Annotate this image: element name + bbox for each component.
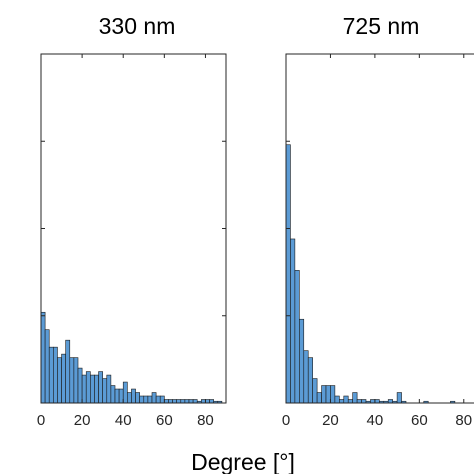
histogram-bar bbox=[143, 395, 149, 404]
histogram-bar bbox=[127, 392, 132, 404]
histogram-bar bbox=[396, 392, 402, 404]
histogram-panel-725nm: 725 nm 0 20 40 60 80 bbox=[282, 13, 474, 429]
histogram-bar bbox=[168, 399, 173, 404]
ticks-330nm: 0 20 40 60 80 bbox=[37, 54, 226, 429]
panel-title-330nm: 330 nm bbox=[99, 13, 176, 39]
x-tick-label: 20 bbox=[74, 412, 91, 429]
x-tick-label: 40 bbox=[115, 412, 132, 429]
histogram-bar bbox=[53, 346, 58, 404]
x-tick-label: 20 bbox=[322, 412, 339, 429]
histogram-bar bbox=[85, 371, 91, 404]
histogram-bar bbox=[139, 395, 145, 404]
histogram-bar bbox=[151, 392, 157, 404]
x-tick-label: 40 bbox=[367, 412, 384, 429]
histogram-bar bbox=[118, 388, 124, 404]
histogram-bar bbox=[176, 399, 182, 404]
histogram-bar bbox=[343, 395, 349, 404]
histogram-bar bbox=[159, 395, 165, 404]
histogram-bar bbox=[316, 392, 322, 404]
panel-title-725nm: 725 nm bbox=[343, 13, 420, 39]
x-tick-label: 0 bbox=[37, 412, 45, 429]
histogram-bar bbox=[77, 367, 83, 404]
x-axis-label: Degree [°] bbox=[191, 449, 295, 474]
histogram-bar bbox=[102, 378, 108, 404]
histogram-bar bbox=[209, 399, 214, 404]
histogram-bar bbox=[81, 374, 87, 404]
x-tick-label: 60 bbox=[411, 412, 428, 429]
histogram-bar bbox=[172, 399, 177, 404]
histogram-bar bbox=[44, 329, 50, 404]
histogram-bar bbox=[98, 371, 103, 404]
histogram-bar bbox=[40, 311, 46, 404]
histogram-bar bbox=[48, 346, 54, 404]
histogram-bar bbox=[312, 378, 318, 404]
histogram-bar bbox=[61, 353, 66, 404]
histogram-bar bbox=[356, 399, 362, 404]
histogram-bar bbox=[361, 399, 367, 404]
histogram-bar bbox=[352, 392, 358, 404]
histogram-bar bbox=[65, 339, 71, 404]
histogram-bar bbox=[69, 357, 75, 404]
histogram-bar bbox=[201, 399, 206, 404]
histogram-bar bbox=[184, 399, 190, 404]
histogram-bar bbox=[122, 381, 128, 404]
x-tick-label: 80 bbox=[455, 412, 472, 429]
histogram-bar bbox=[110, 385, 116, 404]
histogram-bar bbox=[290, 238, 296, 404]
axes-box-725nm bbox=[285, 53, 474, 404]
histogram-bar bbox=[321, 385, 327, 404]
ticks-725nm: 0 20 40 60 80 bbox=[282, 54, 472, 429]
histogram-bar bbox=[334, 395, 340, 404]
histogram-bar bbox=[325, 385, 331, 404]
histogram-bar bbox=[330, 385, 336, 404]
histogram-panel-330nm: 330 nm 0 20 40 60 80 bbox=[37, 13, 227, 429]
histogram-bar bbox=[94, 374, 99, 404]
histogram-bar bbox=[131, 388, 136, 404]
x-tick-label: 80 bbox=[197, 412, 214, 429]
histogram-bar bbox=[57, 357, 62, 404]
x-tick-label: 0 bbox=[282, 412, 290, 429]
histogram-bar bbox=[164, 399, 169, 404]
histogram-bar bbox=[106, 374, 112, 404]
histogram-bar bbox=[205, 399, 210, 404]
bars-330nm bbox=[40, 311, 223, 404]
histogram-bar bbox=[155, 395, 161, 404]
histogram-bar bbox=[135, 392, 140, 404]
histogram-bar bbox=[192, 399, 198, 404]
axes-box-330nm bbox=[40, 53, 227, 404]
histogram-bar bbox=[285, 144, 291, 404]
histogram-bar bbox=[180, 399, 186, 404]
histogram-bar bbox=[299, 318, 305, 404]
histogram-bar bbox=[339, 399, 345, 404]
histogram-bar bbox=[370, 399, 376, 404]
histogram-bar bbox=[303, 350, 309, 404]
histogram-bar bbox=[114, 388, 120, 404]
histogram-bar bbox=[294, 270, 300, 404]
x-tick-label: 60 bbox=[156, 412, 173, 429]
histogram-bar bbox=[147, 395, 153, 404]
histogram-bar bbox=[374, 399, 380, 404]
histogram-bar bbox=[387, 399, 393, 404]
bars-725nm bbox=[285, 144, 456, 404]
histogram-bar bbox=[347, 399, 353, 404]
histogram-bar bbox=[73, 357, 79, 404]
histogram-bar bbox=[188, 399, 194, 404]
histogram-bar bbox=[307, 357, 313, 404]
histogram-bar bbox=[90, 374, 95, 404]
